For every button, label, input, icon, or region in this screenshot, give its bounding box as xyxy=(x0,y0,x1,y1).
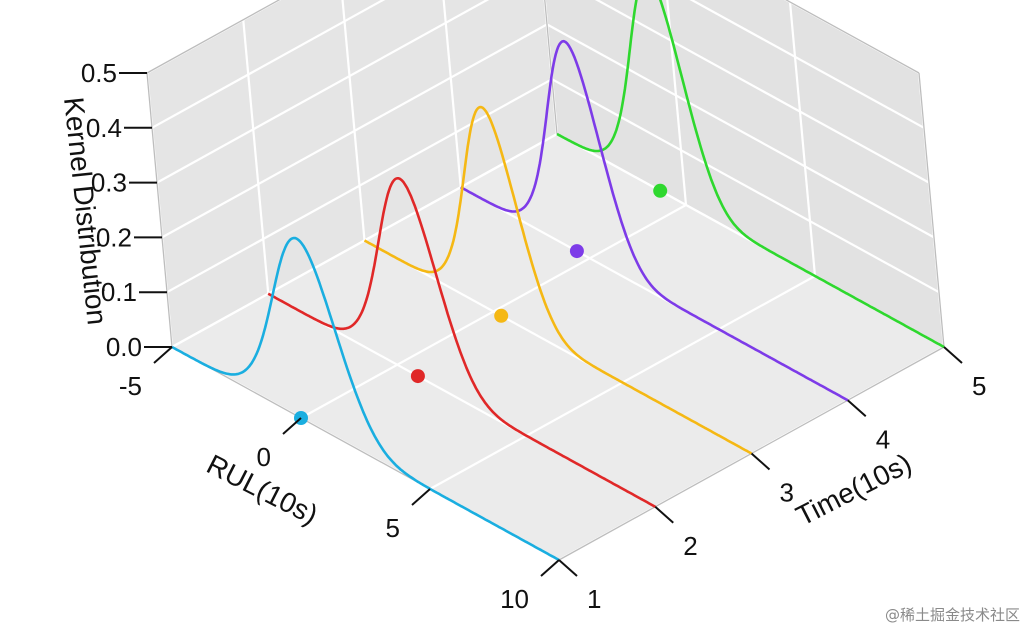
wall-grid-horizontal xyxy=(151,0,386,129)
wall-grid-vertical xyxy=(666,0,688,206)
true-rul-marker-time-3 xyxy=(494,308,509,323)
density-curve-time-5 xyxy=(556,0,945,349)
x-tick-mark xyxy=(282,417,302,435)
wall-grid-horizontal xyxy=(156,0,490,184)
wall-grid-vertical xyxy=(442,0,462,188)
z-tick-label: 0.3 xyxy=(91,168,127,198)
pane-edge xyxy=(146,72,173,348)
x-tick-mark xyxy=(153,346,173,364)
y-tick-label: 2 xyxy=(683,531,697,561)
z-tick-label: 0.0 xyxy=(106,332,142,362)
chart-ticks: -5 0 5 10 1 2 3 4 5 0.0 0.1 0.2 0.3 0.4 0.5 xyxy=(81,58,987,614)
true-rul-marker-time-2 xyxy=(410,369,425,384)
z-tick-label: 0.1 xyxy=(101,277,137,307)
y-tick-label: 4 xyxy=(876,424,890,454)
wall-grid-horizontal xyxy=(161,23,548,239)
wall-grid-horizontal xyxy=(546,23,935,239)
y-tick-label: 3 xyxy=(780,478,794,508)
wall-grid-vertical xyxy=(341,0,366,241)
chart-series xyxy=(171,0,945,562)
back-wall-y xyxy=(544,0,944,347)
x-tick-label: 10 xyxy=(500,584,529,614)
pane-edge xyxy=(785,0,920,74)
true-rul-marker-time-5 xyxy=(653,183,668,198)
wall-grid-horizontal xyxy=(551,78,940,294)
y-tick-mark xyxy=(558,559,578,577)
y-axis-label: Time(10s) xyxy=(791,447,916,531)
x-tick-label: 0 xyxy=(257,442,271,472)
density-curve-time-4 xyxy=(460,39,849,402)
pane-edge xyxy=(146,0,281,74)
y-tick-mark xyxy=(750,452,771,471)
y-tick-mark xyxy=(654,506,674,524)
z-tick-label: 0.4 xyxy=(86,113,122,143)
density-curve-time-1 xyxy=(171,236,560,562)
true-rul-marker-time-4 xyxy=(569,244,584,259)
x-tick-mark xyxy=(411,488,431,506)
pane-edge xyxy=(918,72,945,348)
wall-grid-horizontal xyxy=(594,0,930,184)
z-tick-label: 0.2 xyxy=(96,222,132,252)
density-curve-time-3 xyxy=(363,105,753,455)
wall-grid-vertical xyxy=(242,19,270,294)
y-tick-label: 1 xyxy=(587,584,601,614)
y-tick-label: 5 xyxy=(972,371,986,401)
watermark-text: @稀土掘金技术社区 xyxy=(885,606,1020,624)
wall-grid-horizontal xyxy=(689,0,925,129)
y-tick-mark xyxy=(943,346,963,364)
x-tick-label: 5 xyxy=(386,513,400,543)
wall-grid-vertical xyxy=(788,1,817,277)
pane-edge xyxy=(544,0,558,135)
x-tick-label: -5 xyxy=(119,371,142,401)
z-tick-label: 0.5 xyxy=(81,58,117,88)
y-tick-mark xyxy=(847,399,867,417)
x-tick-mark xyxy=(540,559,560,577)
